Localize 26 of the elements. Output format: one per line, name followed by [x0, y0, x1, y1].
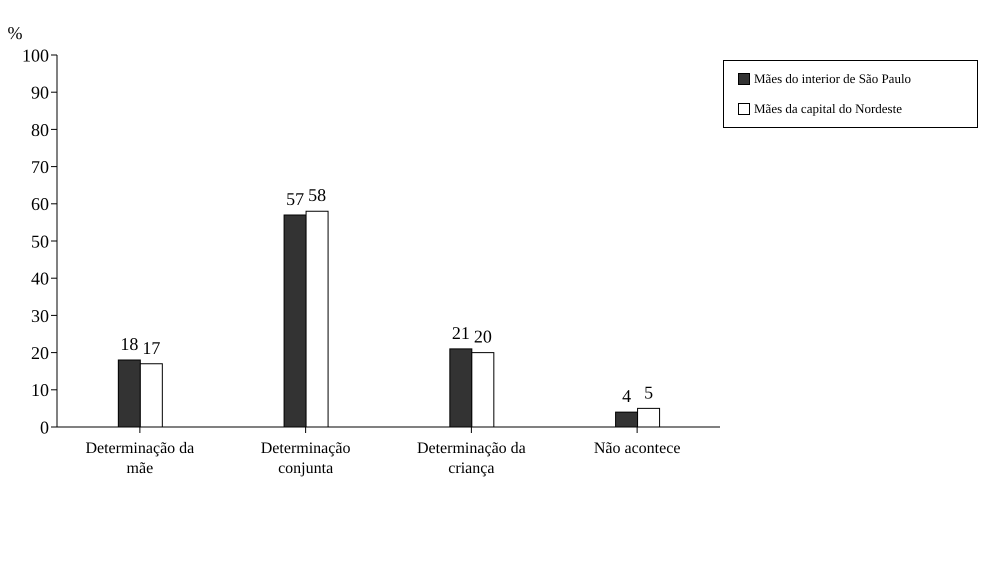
y-tick-label: 0 [40, 417, 49, 438]
legend-label: Mães do interior de São Paulo [754, 71, 912, 87]
y-tick-label: 30 [31, 306, 49, 326]
y-tick-label: 20 [31, 342, 49, 363]
x-tick-label: Não acontece [594, 440, 680, 457]
y-tick-label: 50 [31, 231, 49, 252]
data-label: 21 [452, 322, 470, 343]
y-tick-label: 60 [31, 194, 49, 214]
y-tick-label: 90 [31, 82, 49, 103]
y-tick-label: 70 [31, 156, 49, 177]
data-label: 4 [622, 386, 632, 406]
legend-label: Mães da capital do Nordeste [754, 101, 902, 117]
data-label: 17 [142, 338, 160, 358]
data-label: 18 [120, 334, 138, 354]
x-tick-label: Determinação da mãe [85, 440, 194, 477]
y-tick-label: 100 [22, 45, 49, 66]
y-tick-label: 40 [31, 268, 49, 289]
data-label: 57 [286, 188, 304, 209]
y-axis-title: % [8, 23, 22, 43]
x-tick-label: Determinação conjunta [260, 440, 350, 477]
data-label: 20 [474, 326, 492, 347]
data-label: 58 [308, 185, 326, 206]
data-label: 5 [644, 382, 654, 402]
y-tick-label: 80 [31, 120, 49, 140]
x-tick-label: Determinação da criança [416, 440, 526, 477]
y-tick-label: 10 [31, 380, 49, 400]
